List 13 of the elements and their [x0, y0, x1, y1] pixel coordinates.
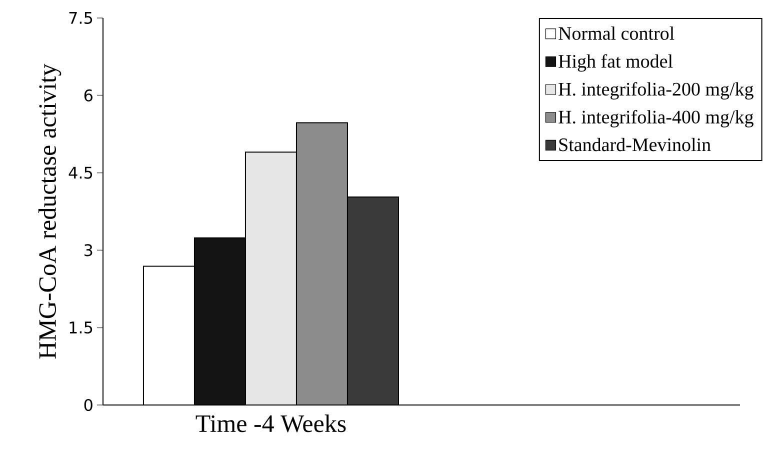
y-tick-label: 1.5 [70, 322, 92, 334]
legend-label: H. integrifolia-400 mg/kg [558, 110, 754, 128]
legend-label: Standard-Mevinolin [559, 138, 711, 152]
y-tick-label: 7.5 [69, 12, 92, 24]
y-tick-label: 6 [84, 89, 92, 102]
x-axis-title: Time -4 Weeks [196, 414, 346, 432]
legend-label: H. integrifolia-200 mg/kg [558, 82, 754, 100]
legend-label: Normal control [558, 26, 674, 40]
y-tick-label: 4.5 [68, 166, 92, 179]
y-tick-label: 3 [84, 244, 92, 256]
legend-label: High fat model [558, 54, 673, 72]
y-tick-label: 0 [84, 398, 92, 412]
y-axis-title: HMG-CoA reductase activity [38, 64, 62, 359]
